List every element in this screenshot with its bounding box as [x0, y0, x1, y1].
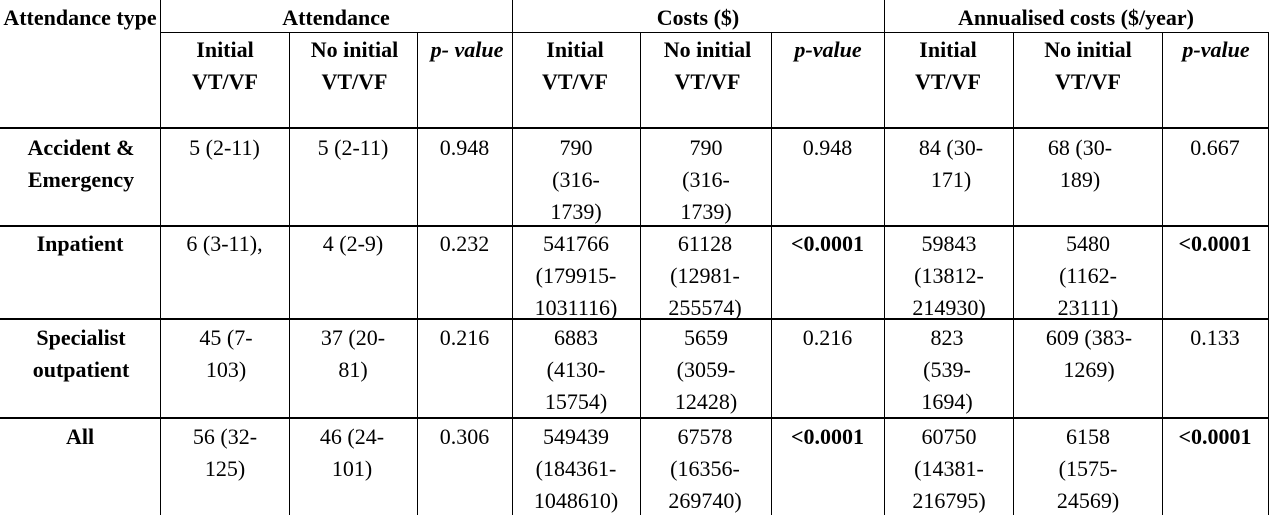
header-annualised-p-value: p-value [1182, 37, 1250, 62]
table-cell: 56 (32- 125) [192, 424, 258, 481]
header-attendance-no-initial: No initial VT/VF [310, 37, 399, 94]
row-label: Specialist outpatient [32, 325, 130, 382]
table-cell: 45 (7- 103) [199, 325, 253, 382]
header-costs-no-initial: No initial VT/VF [663, 37, 752, 94]
column-divider [1268, 32, 1269, 515]
table-cell: 4 (2-9) [322, 231, 384, 256]
table-cell: 790 (316- 1739) [550, 135, 602, 224]
header-group-costs: Costs ($) [656, 5, 740, 30]
row-divider [160, 32, 1268, 33]
header-annualised-no-initial: No initial VT/VF [1044, 37, 1132, 94]
header-group-annualised-costs: Annualised costs ($/year) [958, 5, 1194, 30]
table-cell: 46 (24- 101) [319, 424, 385, 481]
header-attendance-p-value: p- value [430, 37, 504, 62]
column-divider [512, 0, 513, 515]
column-divider [417, 32, 418, 515]
table-cell: <0.0001 [1178, 231, 1252, 256]
row-divider [0, 417, 1268, 419]
table-cell: 6 (3-11), [186, 231, 263, 256]
column-divider [289, 32, 290, 515]
column-divider [1013, 32, 1014, 515]
column-divider [771, 32, 772, 515]
header-attendance-type: Attendance type [3, 5, 157, 30]
table-cell: 0.232 [439, 231, 490, 256]
table-cell: 59843 (13812- 214930) [912, 231, 986, 320]
table-cell: 68 (30- 189) [1047, 135, 1113, 192]
header-group-attendance: Attendance [282, 5, 390, 30]
table-cell: 0.667 [1190, 135, 1240, 160]
row-label: Inpatient [36, 231, 124, 256]
table-cell: 5480 (1162- 23111) [1057, 231, 1119, 320]
column-divider [884, 0, 885, 515]
table-cell: 0.216 [439, 325, 490, 350]
table-cell: <0.0001 [1178, 424, 1252, 449]
table-cell: 0.133 [1190, 325, 1240, 350]
table-cell: <0.0001 [790, 424, 865, 449]
table-cell: 37 (20- 81) [320, 325, 386, 382]
column-divider [160, 0, 161, 515]
table-cell: 823 (539- 1694) [921, 325, 973, 414]
table-cell: 6158 (1575- 24569) [1056, 424, 1120, 513]
table-cell: 5659 (3059- 12428) [674, 325, 738, 414]
header-attendance-initial: Initial VT/VF [192, 37, 258, 94]
table-cell: 0.216 [802, 325, 853, 350]
table-cell: 790 (316- 1739) [680, 135, 732, 224]
table-cell: 549439 (184361- 1048610) [533, 424, 619, 513]
row-divider [0, 225, 1268, 227]
column-divider [1162, 32, 1163, 515]
row-divider [0, 318, 1268, 320]
header-annualised-initial: Initial VT/VF [915, 37, 981, 94]
table-cell: 5 (2-11) [317, 135, 389, 160]
table-cell: 6883 (4130- 15754) [544, 325, 608, 414]
table-cell: 0.306 [439, 424, 490, 449]
table-cell: <0.0001 [790, 231, 865, 256]
table-cell: 609 (383- 1269) [1045, 325, 1133, 382]
table-cell: 67578 (16356- 269740) [668, 424, 742, 513]
table-cell: 61128 (12981- 255574) [668, 231, 742, 320]
row-label: All [65, 424, 95, 449]
header-costs-p-value: p-value [794, 37, 862, 62]
table-cell: 84 (30- 171) [918, 135, 984, 192]
table-cell: 60750 (14381- 216795) [912, 424, 986, 513]
table-cell: 0.948 [802, 135, 853, 160]
table-cell: 0.948 [439, 135, 490, 160]
header-costs-initial: Initial VT/VF [542, 37, 608, 94]
row-label: Accident & Emergency [27, 135, 135, 192]
column-divider [640, 32, 641, 515]
row-divider [0, 127, 1268, 129]
table-cell: 541766 (179915- 1031116) [534, 231, 618, 320]
table-cell: 5 (2-11) [189, 135, 260, 160]
